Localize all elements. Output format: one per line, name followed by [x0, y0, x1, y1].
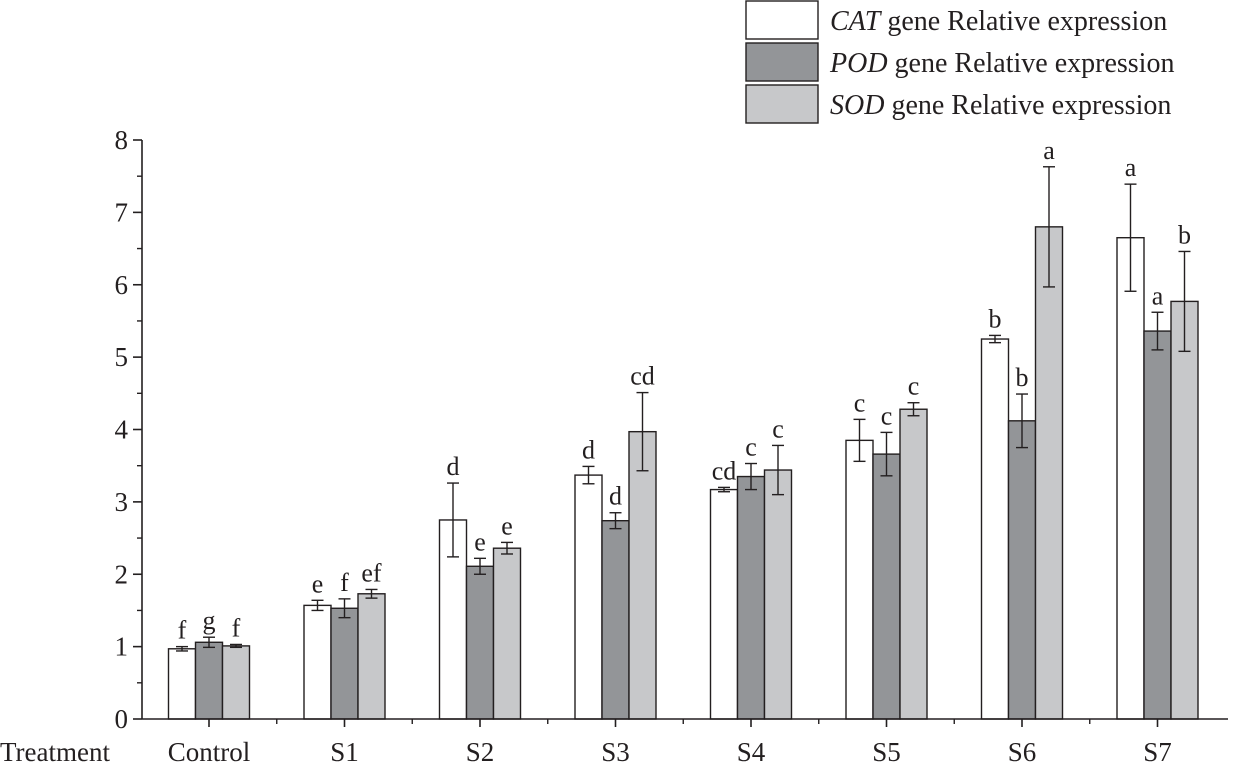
bar-pod-s6	[1007, 420, 1037, 720]
significance-label: cd	[630, 362, 655, 391]
significance-label: a	[1043, 136, 1055, 165]
y-tick-label: 4	[115, 415, 129, 445]
legend-label-sod: SOD gene Relative expression	[830, 90, 1171, 121]
significance-label: a	[1152, 281, 1164, 310]
significance-label: e	[312, 569, 324, 598]
significance-label: c	[854, 388, 866, 417]
legend-label-pod: POD gene Relative expression	[829, 48, 1174, 79]
bar-pod-s1	[330, 607, 359, 720]
significance-label: g	[203, 606, 216, 635]
significance-label: b	[1016, 363, 1029, 392]
legend-swatch-pod	[745, 42, 819, 82]
significance-label: f	[340, 568, 349, 597]
significance-label: b	[1178, 220, 1191, 249]
significance-label: e	[501, 511, 513, 540]
x-tick-label: S5	[872, 737, 901, 767]
significance-label: d	[447, 452, 460, 481]
x-tick-label: S1	[330, 737, 359, 767]
x-tick-label: S7	[1143, 737, 1172, 767]
bar-sod-s7	[1170, 300, 1199, 720]
bar-cat-s5	[845, 439, 874, 720]
x-axis-title: Treatment	[0, 737, 110, 767]
significance-label: f	[178, 616, 187, 645]
legend-label-suffix: gene Relative expression	[884, 90, 1171, 121]
y-tick-label: 1	[115, 632, 129, 662]
legend-gene-name: CAT	[830, 6, 883, 37]
bar-cat-s3	[574, 474, 603, 720]
bar-cat-s6	[980, 338, 1010, 720]
significance-label: ef	[361, 558, 382, 587]
bar-sod-s5	[899, 408, 928, 720]
bar-sod-s1	[357, 593, 386, 720]
y-tick-label: 5	[115, 342, 129, 372]
significance-label: d	[609, 482, 622, 511]
significance-label: d	[582, 435, 595, 464]
y-tick-label: 0	[115, 704, 129, 734]
x-tick-label: S4	[737, 737, 766, 767]
y-tick-label: 8	[115, 125, 129, 155]
significance-label: cd	[712, 456, 737, 485]
bar-cat-s4	[709, 488, 739, 720]
bar-cat-control	[167, 648, 197, 720]
legend-gene-name: POD	[829, 48, 888, 79]
bar-sod-s6	[1034, 226, 1064, 720]
bar-sod-s4	[763, 469, 793, 720]
bar-sod-control	[221, 645, 251, 720]
legend-swatch-sod	[745, 84, 819, 124]
y-tick-label: 3	[115, 487, 129, 517]
legend-label-cat: CAT gene Relative expression	[830, 6, 1167, 37]
y-tick-label: 7	[115, 197, 129, 227]
bar-cat-s1	[303, 604, 332, 720]
x-tick-label: S2	[466, 737, 495, 767]
legend-label-suffix: gene Relative expression	[880, 6, 1167, 37]
bar-pod-s2	[465, 565, 495, 720]
significance-label: a	[1125, 153, 1137, 182]
significance-label: f	[232, 613, 241, 642]
x-tick-label: S6	[1008, 737, 1037, 767]
bar-sod-s3	[628, 430, 657, 720]
significance-label: c	[881, 401, 893, 430]
significance-label: c	[772, 414, 784, 443]
significance-label: c	[745, 433, 757, 462]
bar-pod-control	[194, 641, 224, 720]
bar-pod-s3	[601, 519, 630, 720]
x-tick-label: S3	[601, 737, 630, 767]
x-tick-label: Control	[168, 737, 251, 767]
bar-pod-s4	[736, 475, 766, 720]
significance-label: e	[474, 527, 486, 556]
bar-sod-s2	[492, 547, 522, 720]
legend-gene-name: SOD	[830, 90, 884, 121]
axes: 0 1 2 3 4 5 6 7 8 Control S1 S2 S3 S4 S5 S6 S7 Treatment	[0, 125, 1228, 767]
bar-cat-s7	[1116, 237, 1145, 720]
significance-label: c	[908, 372, 920, 401]
bar-pod-s7	[1143, 330, 1172, 720]
y-tick-label: 2	[115, 559, 129, 589]
significance-label: b	[989, 304, 1002, 333]
y-tick-label: 6	[115, 270, 129, 300]
legend-swatch-cat	[745, 0, 819, 40]
bar-pod-s5	[872, 453, 901, 720]
legend-label-suffix: gene Relative expression	[888, 48, 1175, 79]
